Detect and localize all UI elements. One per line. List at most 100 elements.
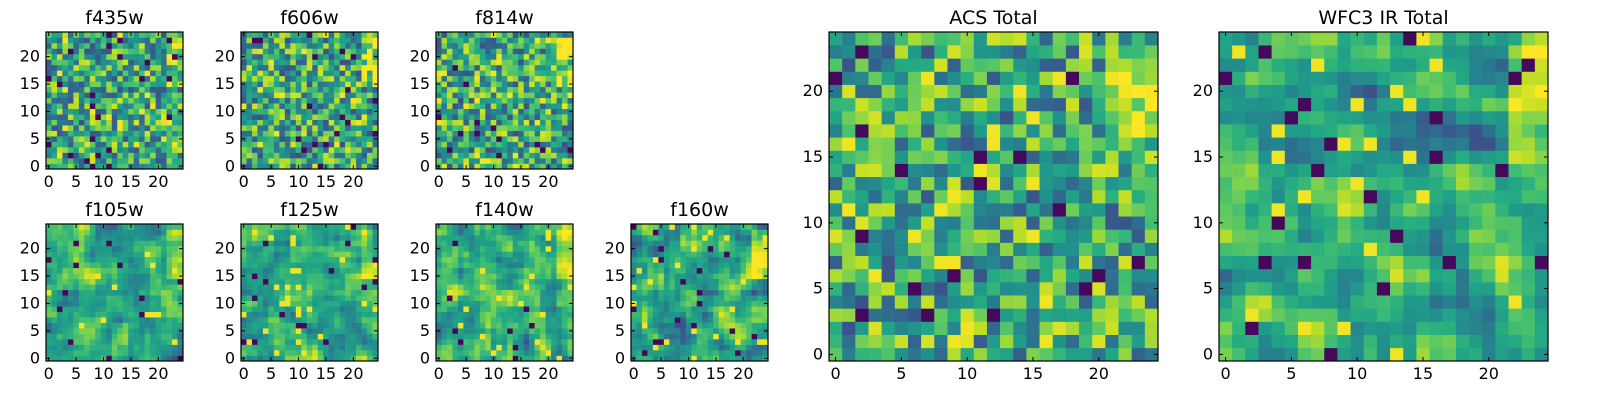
heatmap-cell — [658, 234, 665, 241]
x-tick-label: 5 — [656, 364, 666, 383]
heatmap-cell — [468, 136, 475, 142]
heatmap-cell — [556, 273, 563, 280]
heatmap-cell — [122, 136, 129, 142]
heatmap-cell — [279, 224, 286, 230]
heatmap-cell — [529, 158, 535, 164]
heatmap-cell — [295, 92, 302, 99]
heatmap-cell — [284, 317, 291, 323]
heatmap-cell — [479, 267, 486, 274]
heatmap-cell — [907, 321, 922, 335]
heatmap-cell — [334, 158, 340, 164]
heatmap-cell — [490, 350, 497, 356]
heatmap-cell — [339, 355, 346, 362]
heatmap-cell — [457, 114, 464, 120]
heatmap-cell — [452, 158, 459, 164]
heatmap-cell — [496, 136, 503, 142]
heatmap-cell — [934, 295, 948, 309]
heatmap-cell — [986, 295, 1001, 309]
heatmap-cell — [257, 229, 264, 236]
heatmap-cell — [490, 322, 497, 329]
heatmap-cell — [551, 103, 557, 110]
heatmap-cell — [246, 350, 253, 356]
heatmap-cell — [479, 240, 486, 247]
heatmap-cell — [631, 306, 637, 312]
heatmap-cell — [562, 86, 568, 93]
heatmap-cell — [356, 163, 362, 170]
heatmap-cell — [345, 130, 351, 137]
heatmap-cell — [934, 203, 948, 217]
heatmap-cell — [894, 203, 909, 217]
heatmap-cell — [534, 224, 541, 230]
heatmap-cell — [452, 328, 459, 334]
heatmap-cell — [89, 81, 96, 88]
heatmap-cell — [436, 267, 442, 274]
heatmap-cell — [312, 306, 319, 312]
heatmap-cell — [485, 136, 492, 142]
heatmap-cell — [545, 108, 552, 115]
heatmap-cell — [273, 70, 280, 77]
axes-frame — [630, 223, 769, 362]
heatmap-cell — [172, 245, 178, 252]
heatmap-cell — [56, 158, 63, 164]
x-tick-label: 10 — [93, 172, 113, 191]
heatmap-cell — [474, 64, 481, 71]
heatmap-cell — [507, 262, 514, 269]
heatmap-cell — [485, 350, 492, 356]
heatmap-cell — [111, 152, 118, 159]
heatmap-cell — [177, 317, 184, 323]
heatmap-cell — [117, 229, 124, 236]
heatmap-cell — [829, 163, 843, 178]
heatmap-cell — [881, 163, 896, 178]
heatmap-cell — [507, 245, 514, 252]
heatmap-cell — [323, 64, 329, 71]
heatmap-cell — [117, 114, 124, 120]
heatmap-cell — [452, 37, 459, 44]
heatmap-cell — [273, 125, 280, 131]
heatmap-cell — [507, 251, 514, 258]
heatmap-cell — [172, 262, 178, 269]
heatmap-cell — [246, 114, 253, 120]
heatmap-cell — [707, 289, 714, 296]
heatmap-cell — [551, 234, 557, 241]
heatmap-cell — [829, 308, 843, 322]
heatmap-cell — [144, 262, 151, 269]
heatmap-cell — [740, 317, 747, 323]
heatmap-cell — [111, 300, 118, 307]
heatmap-cell — [507, 64, 514, 71]
heatmap-cell — [361, 240, 368, 247]
heatmap-cell — [680, 284, 687, 291]
heatmap-cell — [339, 114, 346, 120]
heatmap-cell — [501, 64, 508, 71]
heatmap-cell — [868, 163, 882, 178]
heatmap-cell — [545, 344, 552, 351]
heatmap-cell — [95, 48, 102, 55]
heatmap-cell — [361, 130, 368, 137]
heatmap-cell — [100, 53, 107, 60]
heatmap-cell — [251, 119, 258, 126]
heatmap-cell — [177, 125, 184, 131]
heatmap-cell — [273, 295, 280, 302]
heatmap-cell — [67, 295, 74, 302]
heatmap-cell — [339, 251, 346, 258]
heatmap-cell — [350, 59, 357, 66]
heatmap-cell — [177, 86, 184, 93]
heatmap-cell — [636, 284, 643, 291]
heatmap-cell — [855, 150, 869, 164]
heatmap-cell — [540, 267, 546, 274]
heatmap-cell — [446, 350, 453, 356]
heatmap-cell — [290, 333, 297, 340]
y-tick-label: 20 — [410, 47, 430, 66]
heatmap-cell — [78, 48, 85, 55]
heatmap-cell — [680, 256, 687, 263]
heatmap-cell — [279, 240, 286, 247]
heatmap-cell — [441, 136, 448, 142]
heatmap-cell — [251, 108, 258, 115]
heatmap-cell — [512, 333, 519, 340]
heatmap-cell — [117, 300, 124, 307]
heatmap-cell — [323, 81, 329, 88]
heatmap-cell — [540, 240, 546, 247]
heatmap-cell — [529, 163, 535, 170]
heatmap-cell — [56, 344, 63, 351]
heatmap-cell — [241, 152, 247, 159]
heatmap-cell — [301, 37, 308, 44]
